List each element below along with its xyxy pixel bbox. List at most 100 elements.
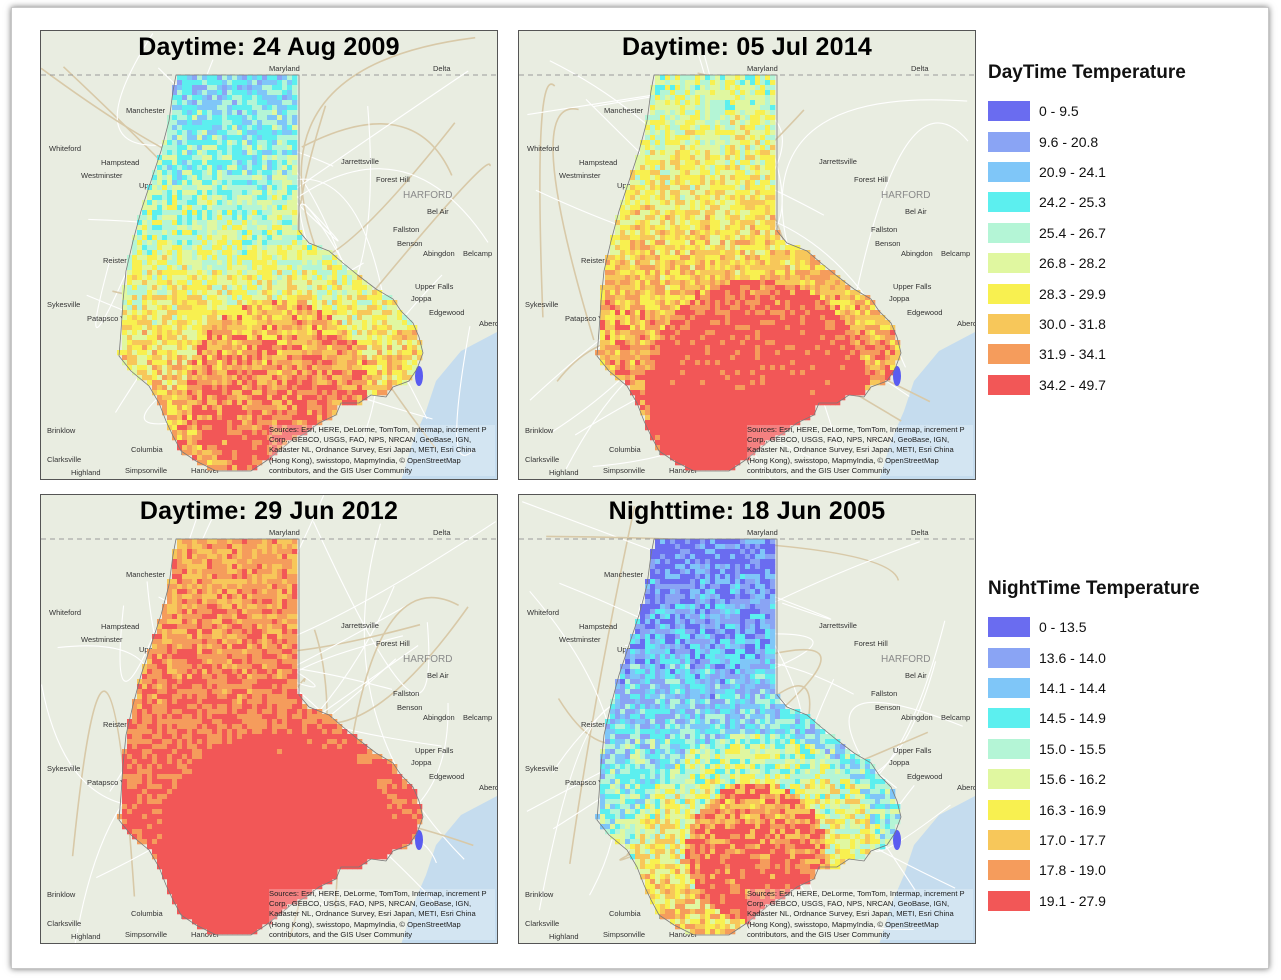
legend-swatch (988, 283, 1030, 304)
legend-label: 17.0 - 17.7 (1039, 831, 1106, 848)
place-label: Belcamp (463, 713, 492, 722)
legend-swatch (988, 769, 1030, 790)
place-label: Fallston (393, 689, 419, 698)
map-panel-nighttime-2005: Maryland Manchester Hampstead Westminster Up… (518, 494, 976, 944)
place-label: Simpsonville (125, 930, 167, 939)
legend-label: 20.9 - 24.1 (1039, 163, 1106, 180)
nighttime-legend: NightTime Temperature 0 - 13.5 13.6 - 14.… (988, 578, 1200, 916)
legend-label: 25.4 - 26.7 (1039, 224, 1106, 241)
legend-item: 16.3 - 16.9 (988, 794, 1200, 824)
place-label: Belcamp (941, 713, 970, 722)
panel-title: Daytime: 24 Aug 2009 (138, 33, 400, 61)
legend-label: 19.1 - 27.9 (1039, 892, 1106, 909)
map-canvas: Maryland Manchester Hampstead Westminster Up… (519, 495, 976, 943)
place-label: Manchester (604, 570, 644, 579)
place-label: Benson (397, 703, 422, 712)
place-label: Hanover (669, 466, 698, 475)
map-panel-daytime-2014: Maryland Manchester Hampstead Westminster Up… (518, 30, 976, 480)
place-label: Jarrettsville (819, 621, 857, 630)
temperature-raster (117, 539, 423, 935)
map-attribution: Sources: Esri, HERE, DeLorme, TomTom, In… (747, 889, 973, 941)
map-canvas: Maryland Manchester Hampstead Westminster Up… (519, 31, 975, 479)
place-label: Delta (433, 528, 451, 537)
legend-item: 31.9 - 34.1 (988, 339, 1186, 369)
legend-swatch (988, 313, 1030, 334)
place-label: Fallston (393, 225, 419, 234)
legend-label: 31.9 - 34.1 (1039, 346, 1106, 363)
temperature-raster (595, 75, 901, 471)
legend-label: 0 - 13.5 (1039, 619, 1087, 636)
legend-item: 14.1 - 14.4 (988, 673, 1200, 703)
place-label: Benson (875, 239, 900, 248)
panel-title: Daytime: 05 Jul 2014 (622, 33, 872, 61)
place-label: Highland (549, 932, 579, 941)
legend-swatch (988, 677, 1030, 698)
place-label: Jarrettsville (341, 157, 379, 166)
place-label: Bel Air (905, 207, 927, 216)
place-label: Whiteford (49, 608, 81, 617)
place-label: Simpsonville (125, 466, 167, 475)
place-label: Manchester (126, 106, 166, 115)
place-label: Edgewood (429, 772, 464, 781)
place-label: Bel Air (427, 207, 449, 216)
place-label: Reisterstown (581, 720, 624, 729)
place-label: Bel Air (905, 671, 927, 680)
place-label: Aberdeen Proving Ground (957, 783, 976, 792)
place-label: Hampstead (101, 622, 139, 631)
legend-swatch (988, 738, 1030, 759)
place-label: Columbia (131, 445, 164, 454)
place-label: Hanover (191, 466, 220, 475)
place-label: Columbia (609, 909, 642, 918)
place-label: Abingdon (423, 713, 455, 722)
legend-item: 30.0 - 31.8 (988, 309, 1186, 339)
place-label: Upper Falls (415, 282, 454, 291)
map-panel-daytime-2012: Maryland Manchester Hampstead Westminster Up… (40, 494, 498, 944)
legend-item: 9.6 - 20.8 (988, 126, 1186, 156)
place-label: Reisterstown (103, 256, 146, 265)
legend-swatch (988, 799, 1030, 820)
place-label: Maryland (747, 528, 778, 537)
legend-label: 9.6 - 20.8 (1039, 133, 1099, 150)
legend-title: DayTime Temperature (988, 62, 1186, 83)
place-label: Simpsonville (603, 930, 645, 939)
legend-item: 28.3 - 29.9 (988, 278, 1186, 308)
place-label: Hampstead (579, 622, 617, 631)
place-label: Fallston (871, 225, 897, 234)
place-label: Fallston (871, 689, 897, 698)
legend-item: 13.6 - 14.0 (988, 642, 1200, 672)
legend-item: 15.6 - 16.2 (988, 764, 1200, 794)
place-label: Reisterstown (103, 720, 146, 729)
place-label: Hampstead (579, 158, 617, 167)
legend-swatch (988, 374, 1030, 395)
place-label: Manchester (604, 106, 644, 115)
legend-swatch (988, 161, 1030, 182)
legend-label: 14.1 - 14.4 (1039, 679, 1106, 696)
legend-label: 17.8 - 19.0 (1039, 862, 1106, 879)
legend-item: 17.8 - 19.0 (988, 855, 1200, 885)
place-label: Sykesville (47, 764, 80, 773)
place-label: Whiteford (527, 144, 559, 153)
place-label: Westminster (81, 635, 123, 644)
legend-swatch (988, 131, 1030, 152)
place-label: Joppa (411, 758, 432, 767)
legend-label: 13.6 - 14.0 (1039, 649, 1106, 666)
place-label: Abingdon (901, 249, 933, 258)
place-label: Manchester (126, 570, 166, 579)
place-label: Belcamp (463, 249, 492, 258)
legend-title: NightTime Temperature (988, 578, 1200, 599)
place-label: Sykesville (525, 300, 558, 309)
legend-item: 0 - 9.5 (988, 96, 1186, 126)
place-label: Forest Hill (854, 639, 888, 648)
place-label: Westminster (559, 635, 601, 644)
place-label: Abingdon (901, 713, 933, 722)
place-label: Sykesville (47, 300, 80, 309)
place-label: Forest Hill (376, 639, 410, 648)
place-label: Simpsonville (603, 466, 645, 475)
legend-item: 25.4 - 26.7 (988, 218, 1186, 248)
legend-label: 34.2 - 49.7 (1039, 376, 1106, 393)
map-attribution: Sources: Esri, HERE, DeLorme, TomTom, In… (747, 425, 973, 477)
legend-label: 24.2 - 25.3 (1039, 194, 1106, 211)
place-label: Westminster (559, 171, 601, 180)
place-label: Westminster (81, 171, 123, 180)
legend-swatch (988, 890, 1030, 911)
